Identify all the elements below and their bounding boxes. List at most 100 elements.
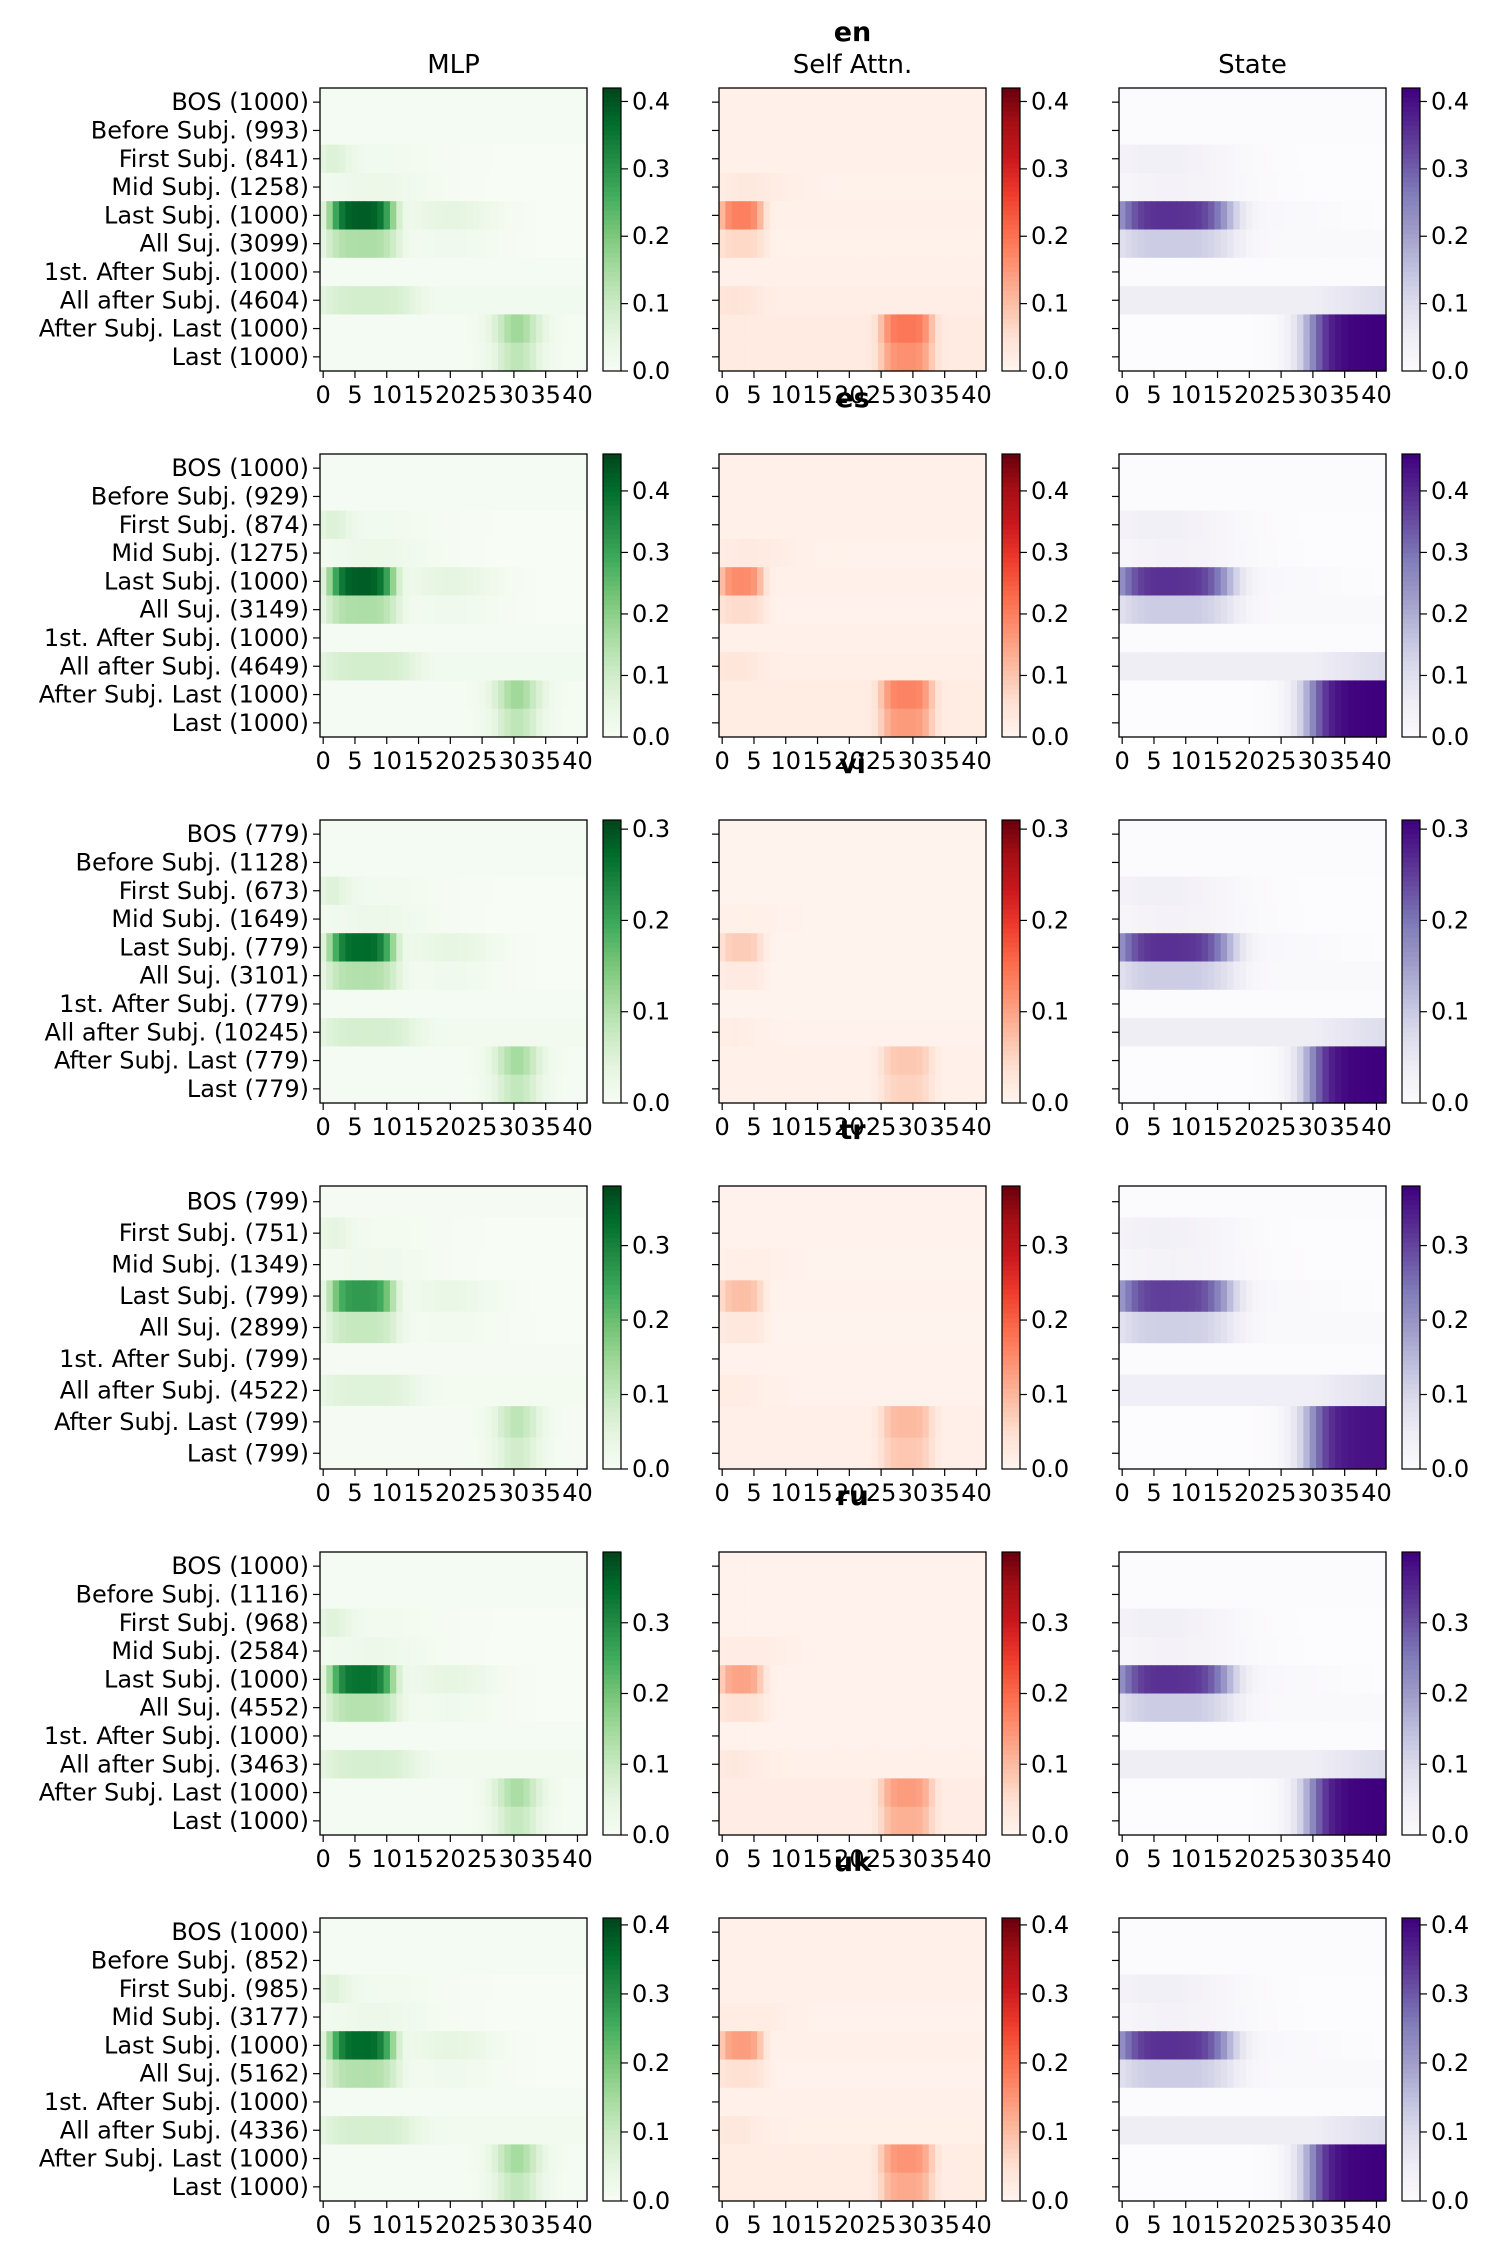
heatmap-cell xyxy=(383,144,391,174)
heatmap-cell xyxy=(358,652,366,681)
heatmap-cell xyxy=(1195,144,1203,174)
heatmap-cell xyxy=(1309,876,1317,906)
colorbar-segment xyxy=(603,144,621,150)
heatmap-cell xyxy=(1379,820,1387,849)
heatmap-cell xyxy=(523,201,531,231)
heatmap-cell xyxy=(320,257,327,287)
heatmap-cell xyxy=(370,680,378,710)
heatmap-cell xyxy=(358,1018,366,1047)
heatmap-cell xyxy=(801,229,809,259)
heatmap-cell xyxy=(523,88,531,117)
heatmap-cell xyxy=(814,876,822,906)
heatmap-cell xyxy=(345,595,353,625)
colorbar-segment xyxy=(1002,867,1020,873)
heatmap-cell xyxy=(326,1186,334,1219)
heatmap-cell xyxy=(935,567,943,597)
heatmap-cell xyxy=(434,314,442,344)
heatmap-cell xyxy=(434,933,442,963)
heatmap-cell xyxy=(1347,257,1355,287)
heatmap-cell xyxy=(440,88,448,117)
heatmap-cell xyxy=(935,1018,943,1047)
heatmap-cell xyxy=(396,876,404,906)
heatmap-cell xyxy=(1182,708,1190,738)
heatmap-cell xyxy=(1182,652,1190,681)
heatmap-cell xyxy=(1366,538,1374,568)
heatmap-cell xyxy=(808,680,815,710)
heatmap-cell xyxy=(523,876,531,906)
heatmap-cell xyxy=(1303,1046,1311,1076)
heatmap-cell xyxy=(377,876,385,906)
heatmap-cell xyxy=(941,848,949,878)
heatmap-cell xyxy=(1214,652,1222,681)
heatmap-cell xyxy=(351,342,359,372)
heatmap-cell xyxy=(839,989,847,1019)
heatmap-cell xyxy=(421,680,429,710)
heatmap-cell xyxy=(757,172,765,202)
colorbar-segment xyxy=(1402,623,1420,630)
heatmap-cell xyxy=(351,538,359,568)
x-tick-label: 15 xyxy=(802,381,833,409)
heatmap-cell xyxy=(332,989,340,1019)
heatmap-cell xyxy=(1220,623,1228,653)
heatmap-cell xyxy=(1290,961,1298,991)
colorbar-segment xyxy=(1402,477,1420,483)
heatmap-cell xyxy=(567,680,575,710)
heatmap-cell xyxy=(814,229,822,259)
heatmap-cell xyxy=(459,623,467,653)
colorbar-tick-label: 0.2 xyxy=(1431,600,1469,628)
heatmap-cell xyxy=(719,286,726,315)
heatmap-cell xyxy=(1182,1074,1190,1104)
heatmap-cell xyxy=(383,538,391,568)
heatmap-cell xyxy=(1290,454,1298,483)
heatmap-cell xyxy=(536,342,544,372)
heatmap-cell xyxy=(935,876,943,906)
colorbar-segment xyxy=(603,248,621,254)
heatmap-cell xyxy=(877,1046,885,1076)
heatmap-cell xyxy=(1169,538,1177,568)
heatmap-cell xyxy=(719,876,726,906)
heatmap-cell xyxy=(1195,989,1203,1019)
heatmap-cell xyxy=(731,904,739,934)
heatmap-cell xyxy=(795,1074,803,1104)
heatmap-cell xyxy=(744,567,752,597)
x-tick-label: 5 xyxy=(746,747,761,775)
colorbar-segment xyxy=(1002,548,1020,554)
heatmap-cell xyxy=(884,342,892,372)
heatmap-cell xyxy=(389,652,397,681)
heatmap-cell xyxy=(719,201,726,231)
heatmap-cell xyxy=(928,229,936,259)
heatmap-cell xyxy=(928,933,936,963)
heatmap-cell xyxy=(1169,708,1177,738)
heatmap-cell xyxy=(377,482,385,512)
heatmap-cell xyxy=(1220,1046,1228,1076)
heatmap-cell xyxy=(364,680,372,710)
heatmap-cell xyxy=(1347,848,1355,878)
colorbar-segment xyxy=(1402,520,1420,526)
heatmap-cell xyxy=(877,144,885,174)
heatmap-cell xyxy=(326,1311,334,1344)
heatmap-cell xyxy=(1150,961,1158,991)
heatmap-cell xyxy=(757,961,765,991)
x-tick-label: 30 xyxy=(1298,1113,1329,1141)
heatmap-cell xyxy=(364,989,372,1019)
colorbar-segment xyxy=(1402,361,1420,367)
heatmap-cell xyxy=(383,1186,391,1219)
heatmap-cell xyxy=(1265,454,1273,483)
heatmap-cell xyxy=(364,1074,372,1104)
heatmap-cell xyxy=(440,876,448,906)
heatmap-cell xyxy=(1214,1046,1222,1076)
heatmap-cell xyxy=(1182,116,1190,146)
heatmap-cell xyxy=(814,904,822,934)
heatmap-cell xyxy=(428,1280,436,1313)
heatmap-cell xyxy=(776,933,784,963)
heatmap-cell xyxy=(1366,257,1374,287)
heatmap-cell xyxy=(725,848,733,878)
heatmap-cell xyxy=(358,172,366,202)
heatmap-cell xyxy=(409,454,416,483)
heatmap-cell xyxy=(1246,88,1254,117)
x-tick-label: 25 xyxy=(467,381,498,409)
heatmap-cell xyxy=(852,820,860,849)
heatmap-cell xyxy=(428,342,436,372)
heatmap-cell xyxy=(377,172,385,202)
heatmap-cell xyxy=(1284,652,1292,681)
